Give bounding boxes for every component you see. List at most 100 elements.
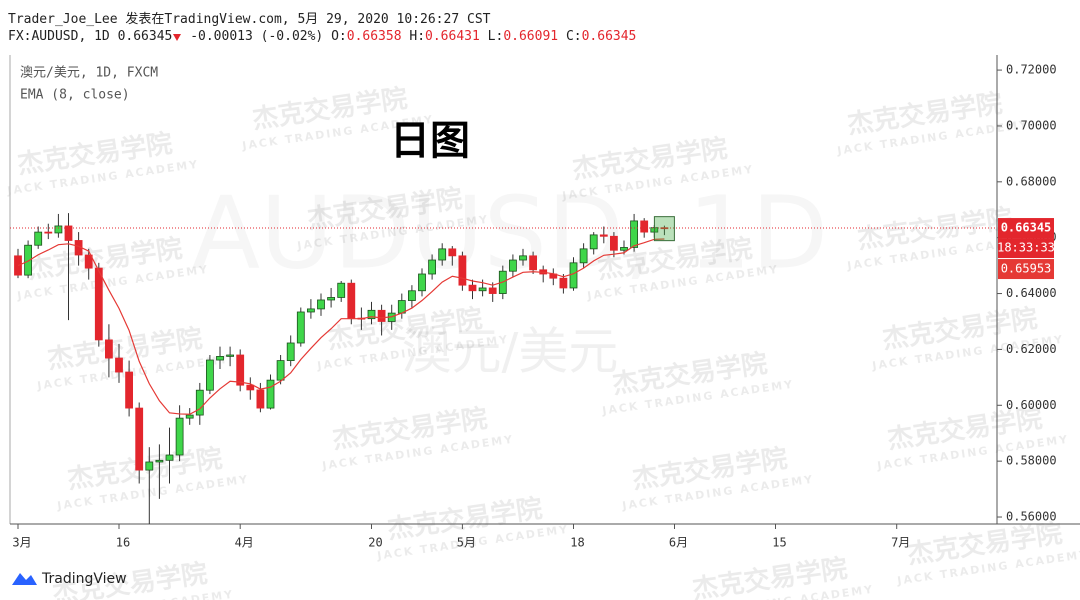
candle-body [438, 248, 447, 261]
candle-body [620, 247, 628, 251]
down-arrow [173, 33, 182, 41]
candle-body [418, 273, 426, 292]
candle-body [145, 461, 154, 471]
ema-value-box [998, 259, 1054, 280]
plot-area [10, 213, 997, 524]
candle-body [135, 407, 144, 471]
candle-body [94, 267, 103, 341]
candle-body [337, 282, 346, 298]
candle-body [296, 311, 305, 344]
candle-body [286, 342, 295, 361]
candle-body [306, 308, 315, 313]
y-tick-label: 0.72000 [1006, 63, 1057, 77]
ema-value-label: 0.65953 [1001, 262, 1052, 276]
ohlc-label: L: [487, 29, 504, 44]
candle-body [216, 356, 224, 361]
candle-body [559, 277, 568, 289]
candle-body [458, 255, 467, 286]
candle-body [115, 357, 123, 373]
selection-highlight [653, 216, 675, 242]
x-tick-label: 15 [772, 536, 786, 550]
symbol: FX:AUDUSD, 1D [8, 29, 110, 44]
y-tick-label: 0.64000 [1006, 286, 1057, 300]
candle-body [34, 231, 43, 246]
last-price-box [998, 218, 1054, 239]
candle-body [155, 459, 164, 463]
candle-body [226, 354, 235, 357]
candle-body [266, 379, 275, 409]
candle-body [317, 299, 325, 310]
candle-body [478, 287, 487, 292]
candle-body [125, 371, 133, 409]
candle-body [347, 282, 356, 319]
x-tick-label: 5月 [457, 536, 476, 550]
low-value: 0.66091 [503, 29, 559, 44]
candle-body [24, 244, 33, 276]
high-value: 0.66431 [425, 29, 480, 44]
y-tick-label: 0.70000 [1006, 118, 1057, 132]
ohlc-label: H: [409, 29, 426, 44]
candle-body [599, 234, 608, 237]
logo: TradingView [12, 571, 127, 587]
logo-icon [12, 573, 37, 585]
y-tick-label: 0.68000 [1006, 174, 1057, 188]
candle-body [246, 384, 255, 391]
candle-body [610, 235, 618, 251]
candle-body [64, 225, 73, 241]
x-tick-label: 16 [116, 536, 130, 550]
candle-body [468, 284, 477, 292]
countdown-label: 18:33:33 [997, 241, 1055, 255]
background-symbol: AUDUSD, 1D [192, 174, 828, 291]
candle-body [377, 309, 386, 322]
candle-body [640, 220, 649, 233]
symbol-legend: 澳元/美元, 1D, FXCM [20, 65, 158, 81]
header-line-2: FX:AUDUSD, 1D 0.66345 -0.00013 (-0.02%) … [8, 29, 636, 44]
candle-body [529, 255, 537, 271]
y-tick-label: 0.60000 [1006, 398, 1057, 412]
candle-body [428, 259, 437, 275]
x-tick-label: 3月 [12, 536, 31, 550]
x-tick-label: 18 [570, 536, 584, 550]
close-value: 0.66345 [581, 29, 637, 44]
countdown-box [998, 238, 1054, 259]
x-tick-label: 20 [368, 536, 382, 550]
candle-body [448, 248, 457, 257]
candle-body [327, 297, 336, 301]
header-line-1: Trader_Joe_Lee 发表在TradingView.com, 5月 29… [8, 12, 491, 27]
ema-legend: EMA (8, close) [20, 88, 130, 103]
candle-body [579, 248, 588, 264]
last-price: 0.66345 [117, 29, 173, 44]
candle-body [508, 259, 517, 272]
y-tick-label: 0.56000 [1006, 510, 1057, 524]
candle-body [105, 339, 113, 359]
x-tick-label: 6月 [669, 536, 688, 550]
candle-body [256, 389, 265, 409]
last-price-label: 0.66345 [1001, 221, 1052, 235]
candle-body [54, 225, 63, 234]
candle-body [84, 254, 93, 269]
candle-body [569, 262, 578, 289]
candle-body [630, 220, 638, 248]
candle-body [165, 454, 174, 461]
candle-body [488, 287, 497, 294]
candle-body [276, 360, 285, 381]
ema-line [17, 238, 665, 415]
candle-body [195, 389, 204, 416]
candle-body [44, 231, 53, 234]
background-name: 澳元/美元 [402, 323, 619, 381]
change: -0.00013 (-0.02%) [190, 29, 324, 44]
candle-body [185, 414, 194, 419]
logo-text: TradingView [41, 571, 127, 587]
chart-title: 日图 [390, 118, 470, 164]
candle-body [519, 255, 527, 261]
